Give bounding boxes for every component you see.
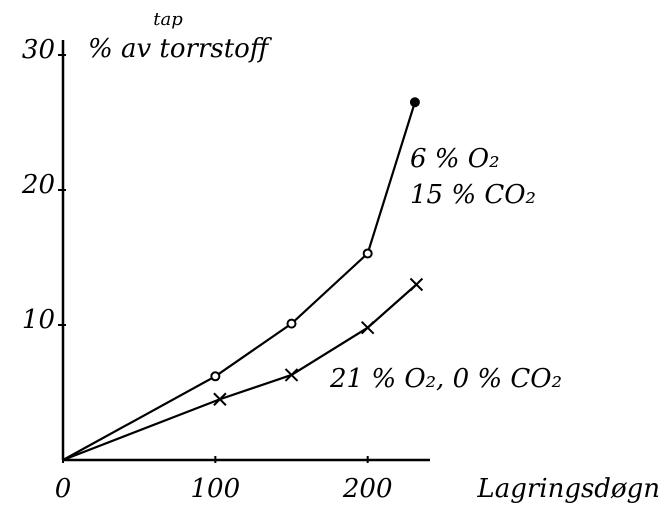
x-label: Lagringsdøgn	[476, 474, 660, 504]
y-tick-label: 20	[21, 170, 55, 200]
x-tick-label: 0	[55, 474, 72, 504]
y-tick-label: 10	[22, 305, 55, 335]
y-label: % av torrstoff	[88, 34, 273, 64]
marker	[210, 371, 221, 382]
marker	[284, 368, 299, 382]
x-tick-label: 200	[342, 474, 393, 504]
marker	[409, 97, 420, 108]
marker	[360, 320, 375, 335]
marker	[362, 248, 373, 259]
line	[62, 101, 416, 461]
marker	[213, 392, 227, 406]
marker	[286, 318, 297, 329]
series-label: 21 % O₂, 0 % CO₂	[329, 364, 562, 394]
series-label: 15 % CO₂	[410, 180, 536, 210]
series-label: 6 % O₂	[410, 144, 500, 174]
y-label-insert: tap	[153, 9, 183, 30]
y-tick-label: 30	[22, 35, 55, 65]
marker	[409, 277, 424, 292]
x-tick-label: 100	[191, 474, 241, 504]
